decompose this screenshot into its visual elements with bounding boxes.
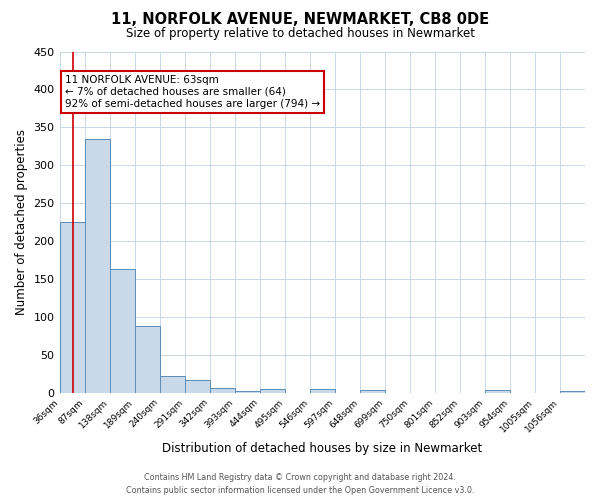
Y-axis label: Number of detached properties: Number of detached properties <box>15 129 28 315</box>
Text: 11, NORFOLK AVENUE, NEWMARKET, CB8 0DE: 11, NORFOLK AVENUE, NEWMARKET, CB8 0DE <box>111 12 489 28</box>
Bar <box>160 376 185 392</box>
Bar <box>235 391 260 392</box>
Text: 11 NORFOLK AVENUE: 63sqm
← 7% of detached houses are smaller (64)
92% of semi-de: 11 NORFOLK AVENUE: 63sqm ← 7% of detache… <box>65 76 320 108</box>
Text: Size of property relative to detached houses in Newmarket: Size of property relative to detached ho… <box>125 28 475 40</box>
Bar <box>485 390 510 392</box>
Bar <box>209 388 235 392</box>
Bar <box>85 138 110 392</box>
Bar <box>260 389 285 392</box>
Text: Contains HM Land Registry data © Crown copyright and database right 2024.
Contai: Contains HM Land Registry data © Crown c… <box>126 474 474 495</box>
Bar <box>310 389 335 392</box>
Bar <box>360 390 385 392</box>
Bar <box>134 326 160 392</box>
Bar <box>59 222 85 392</box>
X-axis label: Distribution of detached houses by size in Newmarket: Distribution of detached houses by size … <box>162 442 482 455</box>
Bar <box>110 269 134 392</box>
Bar <box>185 380 209 392</box>
Bar <box>560 391 585 392</box>
